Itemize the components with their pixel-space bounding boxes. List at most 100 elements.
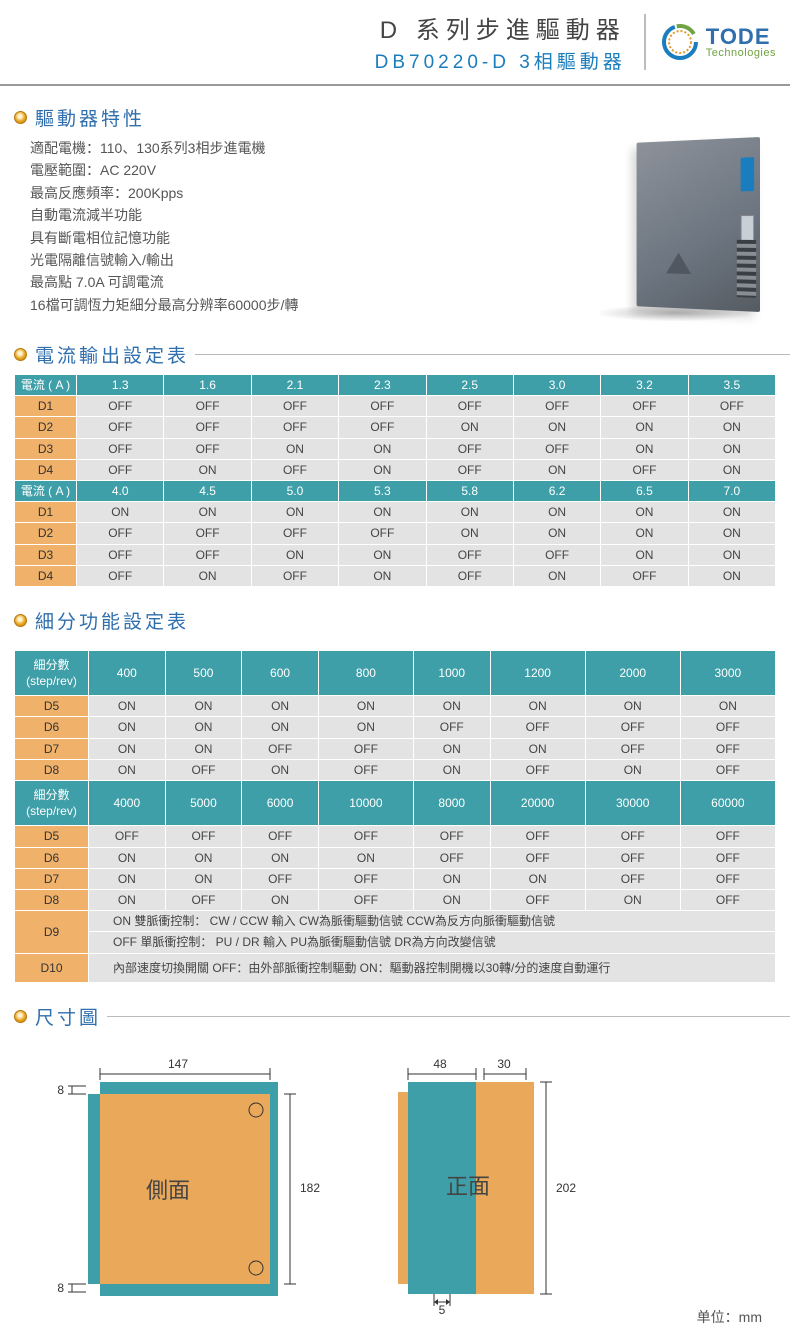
logo-text: TODE Technologies — [706, 26, 776, 59]
table-cell: ON — [242, 696, 319, 717]
svg-text:182: 182 — [300, 1181, 320, 1195]
table-row-label: D1 — [15, 502, 77, 523]
table-cell: ON — [165, 696, 242, 717]
logo-ring-icon — [660, 22, 700, 62]
table-cell: ON — [318, 717, 413, 738]
side-view: 147 8 8 側面 182 — [28, 1054, 328, 1319]
table-header-cell: 4.0 — [77, 480, 164, 501]
table-cell: ON — [89, 759, 166, 780]
table-header-cell: 3000 — [680, 650, 775, 695]
table-cell: ON — [413, 868, 490, 889]
table-cell: ON — [318, 847, 413, 868]
table-cell: OFF — [164, 523, 251, 544]
section-current-header: 電流輸出設定表 — [0, 341, 790, 374]
table-cell: ON — [426, 502, 513, 523]
table-header-cell: 2.5 — [426, 375, 513, 396]
table-cell: OFF — [251, 523, 338, 544]
table-header-cell: 電流 ( A ) — [15, 480, 77, 501]
table-cell: OFF — [601, 396, 688, 417]
table-header-cell: 3.0 — [513, 375, 600, 396]
table-cell: ON — [77, 502, 164, 523]
header-rule — [0, 84, 790, 86]
table-cell: ON — [601, 523, 688, 544]
header-divider — [644, 14, 646, 70]
table-header-cell: 5000 — [165, 781, 242, 826]
table-cell: ON — [242, 889, 319, 910]
table-cell: OFF — [242, 826, 319, 847]
table-cell: ON — [513, 523, 600, 544]
table-cell: ON — [89, 696, 166, 717]
table-row-label: D4 — [15, 565, 77, 586]
table-cell: OFF — [165, 759, 242, 780]
table-cell: OFF — [251, 459, 338, 480]
table-header-cell: 3.5 — [688, 375, 775, 396]
table-header-cell: 10000 — [318, 781, 413, 826]
table-cell: OFF — [585, 826, 680, 847]
table-header-cell: 6.2 — [513, 480, 600, 501]
dimension-unit: 单位：mm — [697, 1307, 762, 1327]
feature-item: 電壓範圍：AC 220V — [30, 159, 590, 181]
bullet-icon — [14, 111, 27, 124]
table-row-label: D8 — [15, 889, 89, 910]
table-cell: OFF — [77, 523, 164, 544]
table-cell: ON — [413, 759, 490, 780]
table-cell: OFF — [426, 396, 513, 417]
table-cell: OFF — [680, 826, 775, 847]
table-cell: ON — [513, 459, 600, 480]
logo-brand: TODE — [706, 26, 776, 48]
table-cell: ON — [164, 502, 251, 523]
dims-title: 尺寸圖 — [35, 1003, 101, 1030]
table-row-label: D7 — [15, 738, 89, 759]
table-row-label: D4 — [15, 459, 77, 480]
table-cell: OFF — [585, 717, 680, 738]
table-cell: OFF — [318, 759, 413, 780]
table-cell: ON — [242, 717, 319, 738]
table-header-cell: 5.8 — [426, 480, 513, 501]
table-cell: ON — [251, 544, 338, 565]
table-cell: ON — [89, 847, 166, 868]
table-cell: OFF — [585, 868, 680, 889]
table-cell: OFF — [490, 759, 585, 780]
table-cell: OFF — [413, 717, 490, 738]
table-row-label: D6 — [15, 717, 89, 738]
table-cell: OFF — [490, 717, 585, 738]
table-cell: OFF — [318, 826, 413, 847]
svg-text:202: 202 — [556, 1181, 576, 1195]
feature-item: 光電隔離信號輸入/輸出 — [30, 249, 590, 271]
model-subtitle: DB70220-D 3相驅動器 — [375, 47, 626, 74]
table-cell: ON — [89, 868, 166, 889]
table-cell: OFF — [77, 544, 164, 565]
svg-text:側面: 側面 — [146, 1178, 190, 1203]
table-cell: ON — [339, 565, 426, 586]
table-header-cell: 6000 — [242, 781, 319, 826]
table-cell: OFF — [251, 565, 338, 586]
table-cell: ON — [688, 523, 775, 544]
table-cell: OFF — [242, 738, 319, 759]
table-cell: OFF — [165, 826, 242, 847]
table-header-cell: 1200 — [490, 650, 585, 695]
table-header-cell: 4.5 — [164, 480, 251, 501]
table-header-cell: 8000 — [413, 781, 490, 826]
table-cell: OFF — [680, 717, 775, 738]
section-features-header: 驅動器特性 — [0, 104, 790, 137]
current-output-table: 電流 ( A )1.31.62.12.32.53.03.23.5D1OFFOFF… — [14, 374, 776, 587]
table-cell: OFF — [601, 565, 688, 586]
table-cell: OFF — [164, 396, 251, 417]
table-cell: ON — [688, 438, 775, 459]
table-cell: OFF — [513, 544, 600, 565]
table-cell: ON — [339, 502, 426, 523]
table-cell: ON — [89, 889, 166, 910]
table-cell: ON — [251, 502, 338, 523]
table-row-label: D8 — [15, 759, 89, 780]
table-cell: ON — [413, 889, 490, 910]
table-cell: OFF — [680, 738, 775, 759]
svg-text:8: 8 — [57, 1083, 64, 1097]
table-row-label: D7 — [15, 868, 89, 889]
section-step-header: 細分功能設定表 — [0, 607, 790, 640]
features-block: 適配電機：110、130系列3相步進電機電壓範圍：AC 220V最高反應頻率：2… — [0, 137, 790, 341]
header-titles: D 系列步進驅動器 DB70220-D 3相驅動器 — [375, 10, 644, 74]
table-cell: ON — [339, 459, 426, 480]
table-header-cell: 2000 — [585, 650, 680, 695]
table-row-label: D1 — [15, 396, 77, 417]
table-header-cell: 500 — [165, 650, 242, 695]
